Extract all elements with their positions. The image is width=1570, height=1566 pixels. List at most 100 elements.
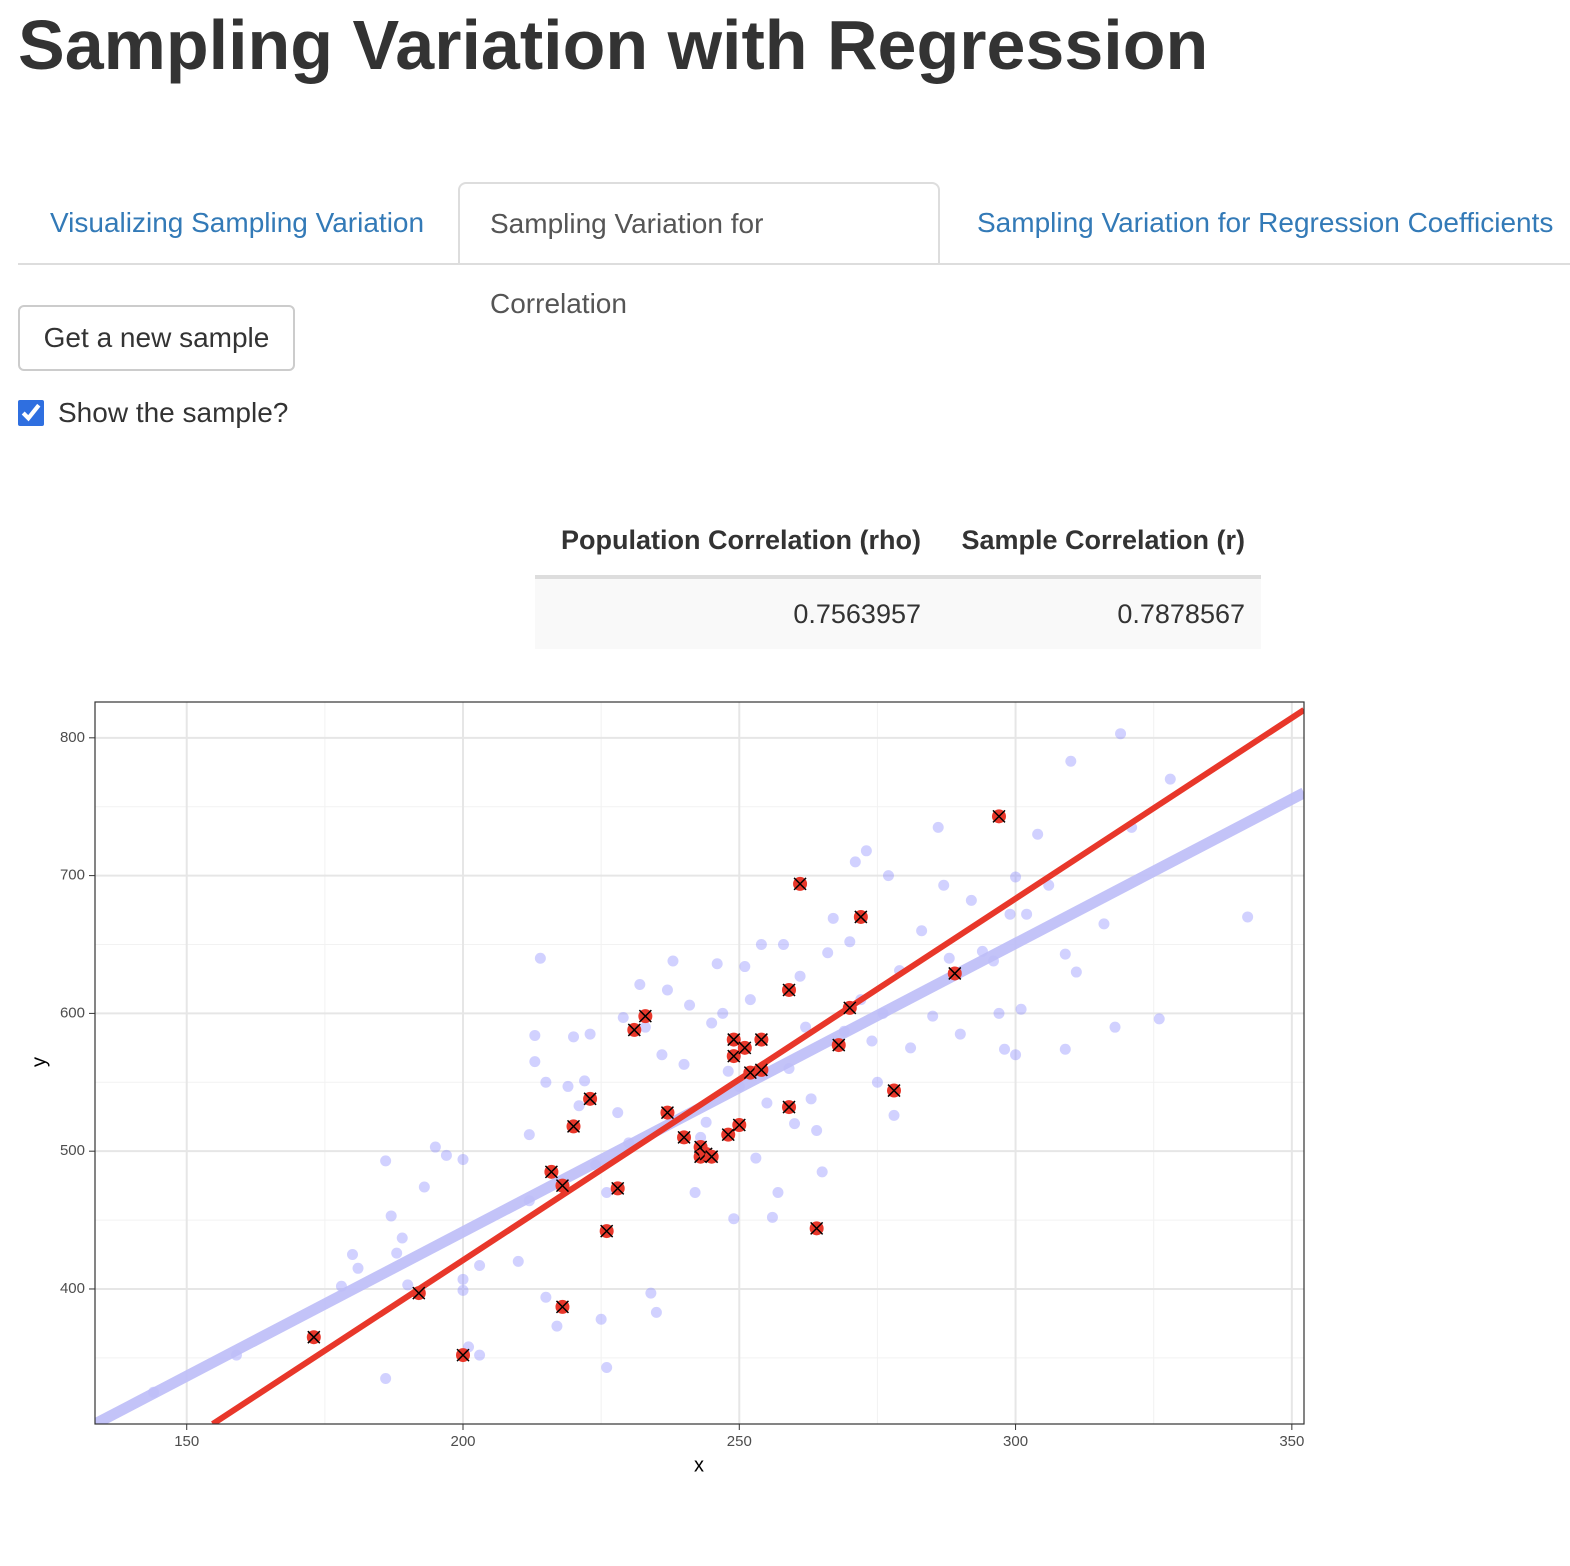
population-point	[457, 1273, 469, 1285]
population-point	[1059, 948, 1071, 960]
sample-cross	[660, 1106, 674, 1120]
population-point	[800, 1021, 812, 1033]
y-axis-label: y	[28, 1057, 50, 1067]
population-point	[965, 894, 977, 906]
population-point	[584, 1028, 596, 1040]
population-point	[822, 947, 834, 959]
population-point	[601, 1362, 613, 1374]
population-point	[744, 994, 756, 1006]
population-point	[1070, 966, 1082, 978]
population-point	[728, 1213, 740, 1225]
population-point	[440, 1149, 452, 1161]
population-point	[772, 1187, 784, 1199]
population-point	[882, 870, 894, 882]
x-tick-label: 250	[727, 1433, 752, 1450]
sample-cross	[705, 1150, 719, 1164]
population-point	[684, 999, 696, 1011]
population-point	[568, 1031, 580, 1043]
population-point	[860, 845, 872, 857]
page-title: Sampling Variation with Regression	[18, 6, 1209, 84]
population-point	[573, 1100, 585, 1112]
cell: 0.7878567	[937, 577, 1261, 649]
sample-cross	[793, 877, 807, 891]
column-header: Sample Correlation (r)	[937, 505, 1261, 579]
population-point	[540, 1291, 552, 1303]
y-tick-label: 700	[60, 867, 85, 884]
sample-cross	[544, 1165, 558, 1179]
population-point	[750, 1152, 762, 1164]
population-point	[927, 1010, 939, 1022]
population-point	[1010, 871, 1022, 883]
plot-border	[94, 701, 1305, 1425]
population-point	[656, 1049, 668, 1061]
population-point	[562, 1080, 574, 1092]
column-header: Population Correlation (rho)	[535, 505, 937, 579]
population-point	[595, 1313, 607, 1325]
population-point	[1043, 879, 1055, 891]
new-sample-button[interactable]: Get a new sample	[18, 305, 295, 371]
y-tick-label: 400	[60, 1280, 85, 1297]
population-point	[678, 1058, 690, 1070]
tab[interactable]: Visualizing Sampling Variation	[50, 207, 425, 238]
sample-cross	[727, 1033, 741, 1047]
tab[interactable]: Sampling Variation for Regression Coeffi…	[977, 207, 1554, 238]
tab-active[interactable]: Sampling Variation for Correlation	[458, 182, 940, 319]
population-point	[429, 1141, 441, 1153]
population-point	[689, 1187, 701, 1199]
sample-cross	[887, 1084, 901, 1098]
population-point	[474, 1349, 486, 1361]
population-point	[391, 1247, 403, 1259]
population-point	[794, 970, 806, 982]
population-point	[1153, 1013, 1165, 1025]
population-point	[1004, 908, 1016, 920]
population-point	[639, 1021, 651, 1033]
x-tick-label: 150	[174, 1433, 199, 1450]
population-point	[551, 1320, 563, 1332]
sample-cross	[555, 1300, 569, 1314]
plot-background	[95, 702, 1304, 1424]
population-point	[634, 978, 646, 990]
population-point	[1021, 908, 1033, 920]
population-point	[816, 1166, 828, 1178]
population-point	[667, 955, 679, 967]
x-axis-label: x	[694, 1454, 704, 1476]
population-point	[711, 958, 723, 970]
population-point	[1109, 1021, 1121, 1033]
population-point	[529, 1056, 541, 1068]
population-point	[766, 1211, 778, 1223]
cell: 0.7563957	[535, 577, 937, 649]
x-tick-label: 200	[450, 1433, 475, 1450]
population-point	[789, 1118, 801, 1130]
population-point	[700, 1116, 712, 1128]
population-point	[888, 1109, 900, 1121]
sample-cross	[677, 1130, 691, 1144]
sample-cross	[732, 1118, 746, 1132]
population-point	[739, 961, 751, 973]
sample-cross	[583, 1092, 597, 1106]
sample-cross	[721, 1128, 735, 1142]
checkbox-label[interactable]: Show the sample?	[58, 397, 289, 428]
population-point	[827, 912, 839, 924]
population-point	[905, 1042, 917, 1054]
population-point	[695, 1131, 707, 1143]
population-point	[523, 1129, 535, 1141]
population-point	[844, 936, 856, 948]
population-point	[512, 1255, 524, 1267]
population-point	[999, 1043, 1011, 1055]
sample-cross	[782, 983, 796, 997]
population-point	[1032, 828, 1044, 840]
sample-cross	[854, 910, 868, 924]
population-point	[352, 1262, 364, 1274]
population-point	[943, 952, 955, 964]
population-point	[777, 939, 789, 951]
population-point	[380, 1373, 392, 1385]
sample-cross	[456, 1348, 470, 1362]
population-point	[457, 1284, 469, 1296]
population-point	[916, 925, 928, 937]
population-point	[385, 1210, 397, 1222]
show-sample-checkbox[interactable]	[18, 400, 44, 426]
population-point	[346, 1249, 358, 1261]
sample-cross	[627, 1023, 641, 1037]
sample-cross	[832, 1038, 846, 1052]
